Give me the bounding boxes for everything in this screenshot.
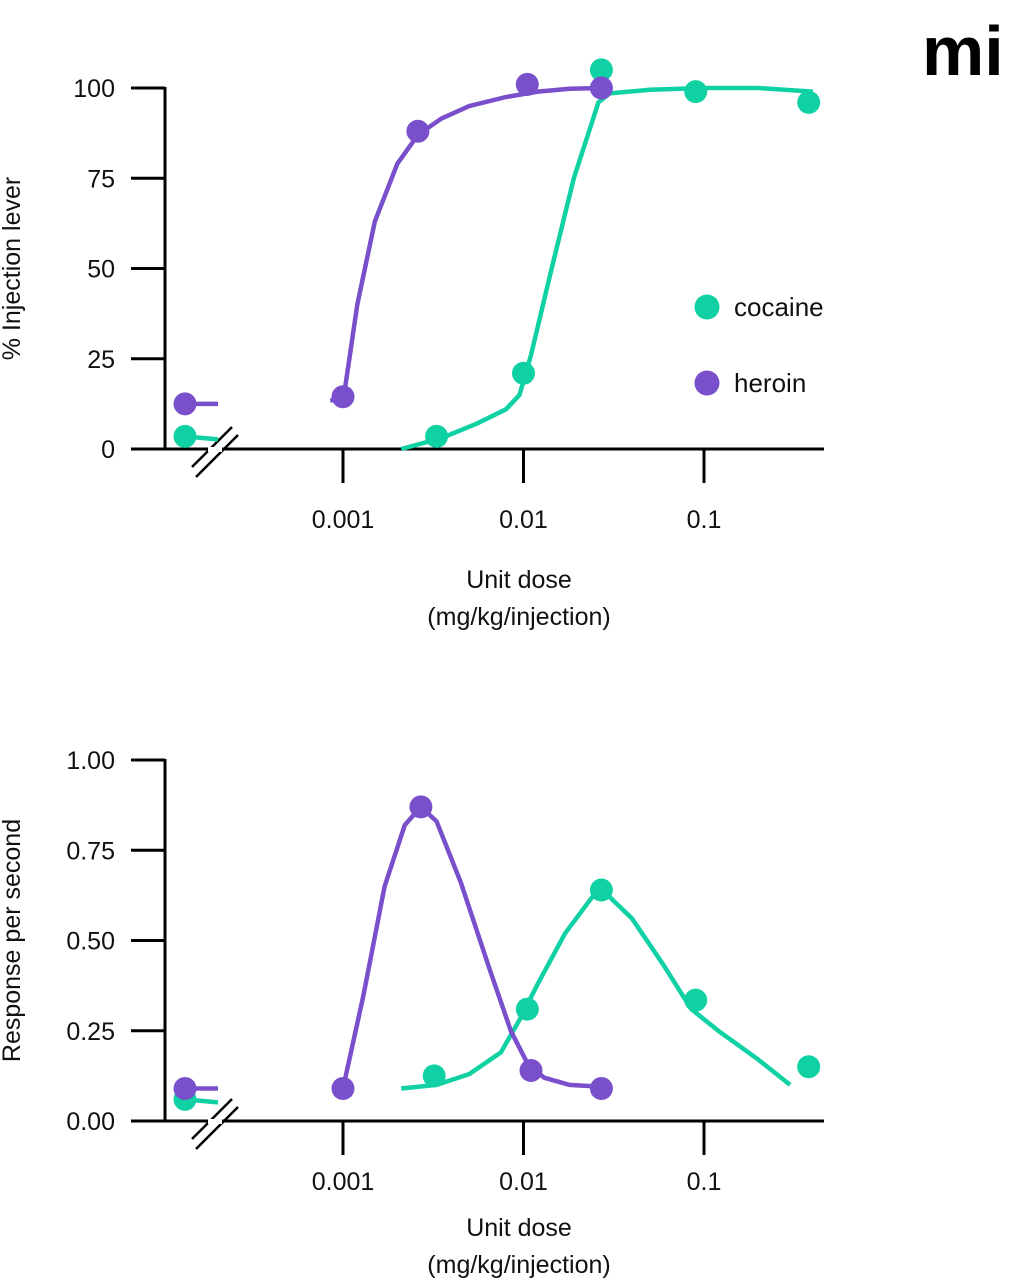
x-tick-label: 0.1: [687, 506, 722, 534]
y-tick-label: 100: [73, 75, 115, 103]
control-point-cocaine: [173, 424, 197, 448]
control-point-heroin: [173, 1077, 197, 1101]
data-point-heroin: [331, 1077, 355, 1100]
dose-response-panel: 0 25 50 75 100 0.001 0.01 0.1 Unit dose (mg/kg/in…: [0, 58, 824, 631]
data-point-heroin: [406, 119, 430, 143]
axis-break-gap: [208, 447, 222, 452]
y-tick-label: 75: [87, 165, 115, 193]
data-point-cocaine: [512, 361, 535, 385]
series-cocaine: [173, 878, 821, 1111]
x-axis-title: (mg/kg/injection): [427, 603, 610, 631]
fit-curve-heroin: [333, 804, 602, 1091]
y-tick-label: 1.00: [66, 747, 115, 775]
data-point-heroin: [589, 76, 613, 100]
y-tick-label: 0.25: [66, 1018, 115, 1046]
response-rate-panel: 0.00 0.25 0.50 0.75 1.00 0.001 0.01 0.1 Unit dos…: [0, 747, 824, 1279]
y-axis-title: % Injection lever: [0, 177, 26, 360]
data-point-cocaine: [589, 58, 613, 82]
series-heroin: [173, 72, 613, 416]
y-axis-title: Response per second: [0, 819, 26, 1062]
x-axis-title: (mg/kg/injection): [427, 1251, 610, 1279]
y-tick-label: 0: [101, 436, 115, 464]
data-point-cocaine: [425, 424, 449, 448]
legend-label-heroin: heroin: [734, 368, 806, 398]
axis-break-gap: [208, 1119, 222, 1124]
fit-curve-heroin: [330, 85, 602, 403]
legend-label-cocaine: cocaine: [734, 292, 824, 322]
data-point-cocaine: [684, 988, 708, 1012]
legend-marker-heroin: [694, 370, 720, 396]
data-point-heroin: [409, 795, 433, 819]
data-point-cocaine: [515, 997, 539, 1021]
x-tick-label: 0.001: [312, 1168, 375, 1196]
logo-text: mi: [922, 12, 1004, 90]
control-point-heroin: [173, 392, 197, 416]
x-tick-label: 0.01: [499, 506, 548, 534]
fit-curve-cocaine: [400, 889, 792, 1091]
y-tick-label: 0.75: [66, 837, 115, 865]
series-cocaine: [173, 58, 821, 452]
data-point-cocaine: [797, 90, 821, 114]
data-point-heroin: [515, 72, 539, 96]
legend-marker-cocaine: [694, 294, 720, 320]
y-tick-label: 25: [87, 346, 115, 374]
y-tick-label: 50: [87, 256, 115, 284]
x-tick-label: 0.1: [687, 1168, 722, 1196]
x-axis-title: Unit dose: [466, 566, 572, 594]
data-point-cocaine: [422, 1064, 446, 1088]
x-axis-title: Unit dose: [466, 1214, 572, 1242]
data-point-cocaine: [684, 80, 708, 104]
axis-break-mark: [195, 434, 239, 478]
data-point-heroin: [519, 1059, 543, 1082]
data-point-heroin: [331, 385, 355, 409]
axis-break-mark: [195, 1106, 239, 1150]
y-tick-label: 0.50: [66, 928, 115, 956]
journal-logo-icon: mi: [922, 12, 1004, 90]
data-point-cocaine: [797, 1055, 821, 1079]
x-tick-label: 0.01: [499, 1168, 548, 1196]
series-heroin: [173, 795, 613, 1101]
x-tick-label: 0.001: [312, 506, 375, 534]
data-point-heroin: [589, 1077, 613, 1100]
y-tick-label: 0.00: [66, 1108, 115, 1136]
data-point-cocaine: [589, 878, 613, 902]
